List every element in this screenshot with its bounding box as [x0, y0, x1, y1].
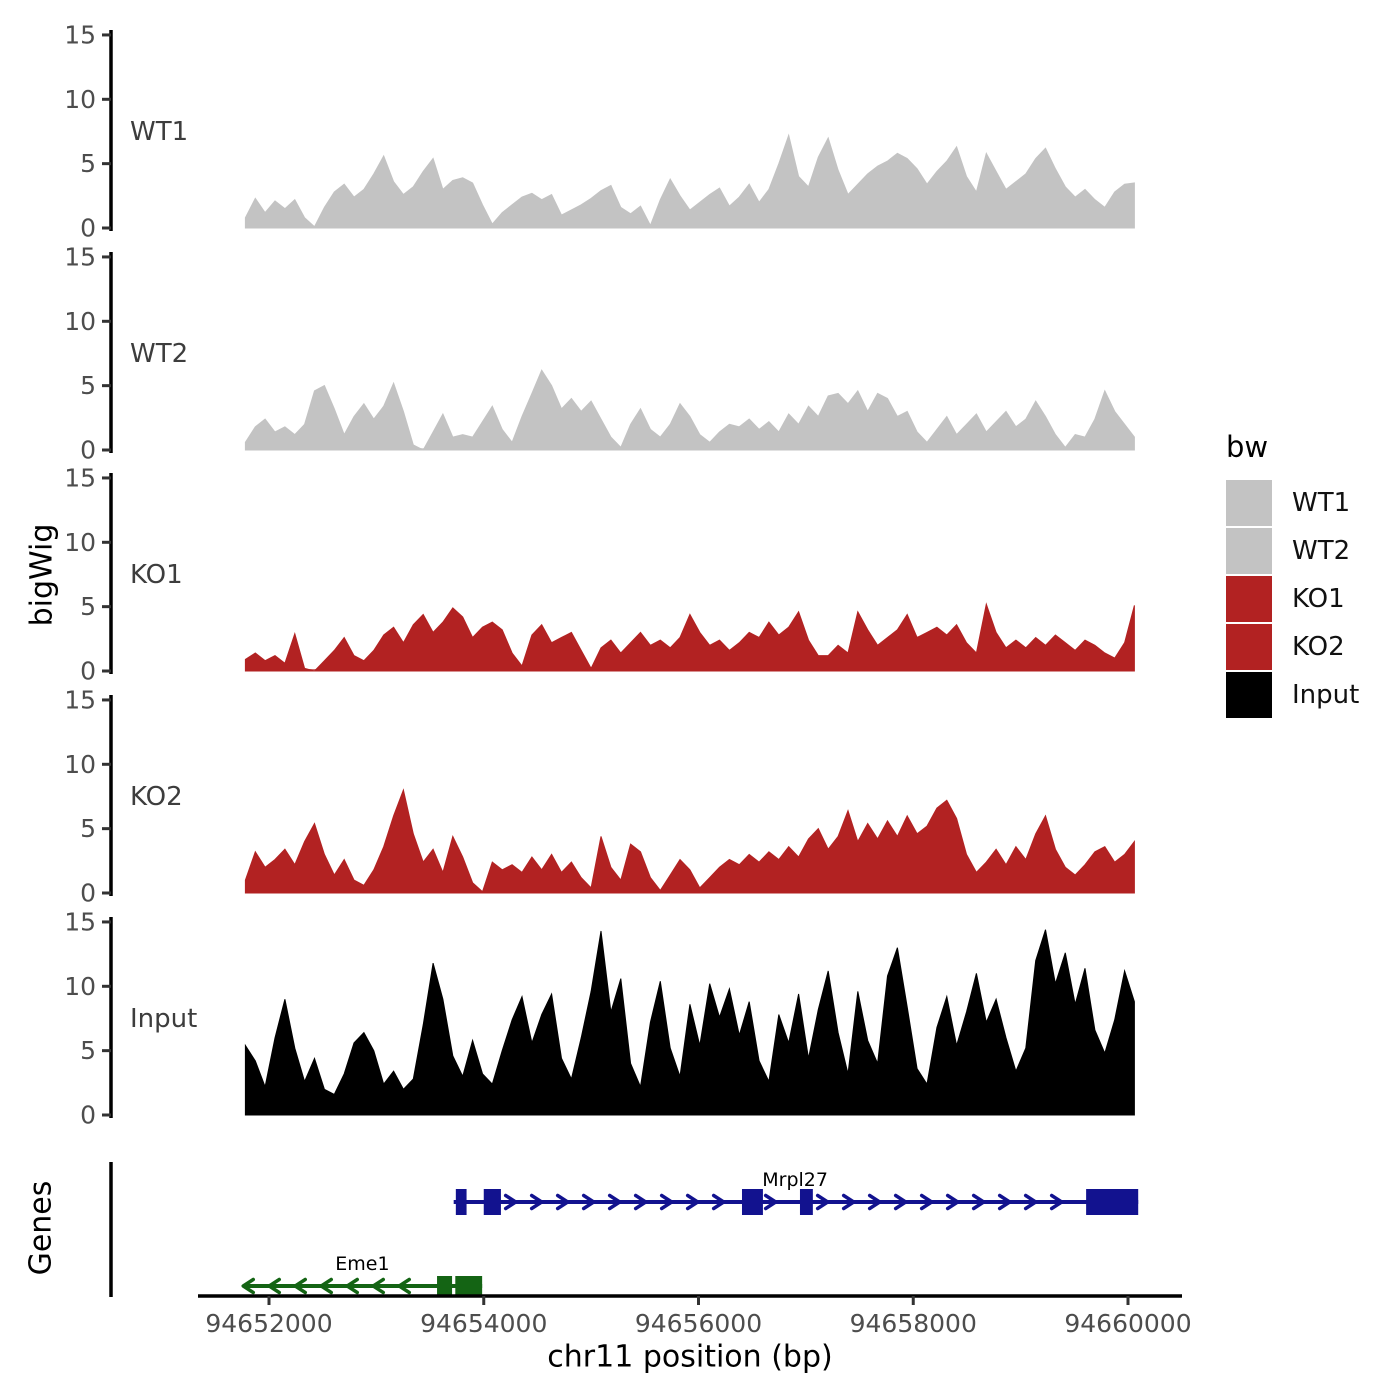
gene-strand-chevron [319, 1277, 333, 1295]
gene-strand-chevron [919, 1193, 934, 1211]
gene-strand-chevron [971, 1193, 986, 1211]
y-tick-label-Input: 5 [80, 1036, 96, 1065]
gene-label-Eme1: Eme1 [335, 1253, 389, 1275]
gene-strand-chevron [1049, 1193, 1064, 1211]
gene-strand-chevron [371, 1277, 385, 1295]
y-tick-label-KO2: 0 [80, 879, 96, 908]
gene-strand-chevron [711, 1193, 726, 1211]
gene-strand-chevron [633, 1193, 648, 1211]
track-label-WT1: WT1 [130, 117, 188, 147]
gene-strand-chevron [555, 1193, 570, 1211]
gene-strand-chevron [267, 1277, 281, 1295]
gene-strand-chevron [1023, 1193, 1038, 1211]
gene-exon-Mrpl27 [1086, 1189, 1139, 1215]
gene-strand-chevron [893, 1193, 908, 1211]
gene-strand-chevron [529, 1193, 544, 1211]
gene-strand-chevron [815, 1193, 830, 1211]
gene-exon-Mrpl27 [799, 1189, 813, 1215]
y-tick-label-KO2: 15 [64, 685, 96, 714]
legend: bw WT1 WT2 KO1 KO2 Input [1226, 430, 1359, 720]
legend-label-KO2: KO2 [1292, 632, 1345, 662]
legend-label-KO1: KO1 [1292, 584, 1345, 614]
gene-strand-chevron [293, 1277, 307, 1295]
y-tick-label-WT1: 10 [64, 85, 96, 114]
track-label-Input: Input [130, 1004, 197, 1034]
track-label-WT2: WT2 [130, 339, 188, 369]
y-tick-label-KO2: 5 [80, 814, 96, 843]
x-tick-label: 94652000 [205, 1309, 332, 1338]
legend-item-Input: Input [1226, 672, 1359, 718]
gene-strand-chevron [345, 1277, 359, 1295]
legend-swatch-KO1 [1226, 576, 1272, 622]
x-tick-label: 94658000 [850, 1309, 977, 1338]
x-tick-label: 94656000 [635, 1309, 762, 1338]
y-tick-label-Input: 10 [64, 972, 96, 1001]
gene-strand-chevron [685, 1193, 700, 1211]
y-tick-label-WT1: 5 [80, 149, 96, 178]
gene-exon-Mrpl27 [455, 1189, 467, 1215]
gene-strand-chevron [997, 1193, 1012, 1211]
track-area-WT2 [244, 369, 1135, 451]
legend-label-WT1: WT1 [1292, 488, 1351, 518]
gene-strand-chevron [659, 1193, 674, 1211]
gene-strand-chevron [607, 1193, 622, 1211]
y-tick-label-WT1: 0 [80, 214, 96, 243]
y-tick-label-Input: 0 [80, 1101, 96, 1130]
gene-strand-chevron [763, 1193, 778, 1211]
legend-label-Input: Input [1292, 680, 1360, 710]
legend-swatch-WT2 [1226, 528, 1272, 574]
x-tick-label: 94660000 [1064, 1309, 1191, 1338]
y-tick-label-KO1: 0 [80, 657, 96, 686]
gene-strand-chevron [581, 1193, 596, 1211]
legend-swatch-KO2 [1226, 624, 1272, 670]
y-tick-label-KO1: 15 [64, 463, 96, 492]
gene-strand-chevron [397, 1277, 411, 1295]
gene-strand-chevron [503, 1193, 518, 1211]
y-tick-label-WT2: 15 [64, 242, 96, 271]
gene-exon-Eme1 [437, 1276, 453, 1296]
x-axis-title: chr11 position (bp) [547, 1339, 833, 1375]
legend-title: bw [1226, 430, 1269, 464]
track-area-Input [244, 929, 1135, 1116]
y-tick-label-WT2: 0 [80, 436, 96, 465]
y-tick-label-WT1: 15 [64, 20, 96, 49]
y-tick-label-WT2: 5 [80, 371, 96, 400]
track-area-KO2 [244, 788, 1135, 894]
y-tick-label-WT2: 10 [64, 307, 96, 336]
y-tick-label-Input: 15 [64, 907, 96, 936]
y-tick-label-KO1: 10 [64, 528, 96, 557]
y-tick-label-KO2: 10 [64, 750, 96, 779]
track-label-KO2: KO2 [130, 782, 183, 812]
legend-item-WT1: WT1 [1226, 480, 1359, 526]
legend-label-WT2: WT2 [1292, 536, 1351, 566]
legend-items: WT1 WT2 KO1 KO2 Input [1226, 480, 1359, 718]
gene-strand-chevron [241, 1277, 255, 1295]
gene-strand-chevron [841, 1193, 856, 1211]
track-area-KO1 [244, 602, 1135, 672]
track-label-KO1: KO1 [130, 560, 183, 590]
legend-item-WT2: WT2 [1226, 528, 1359, 574]
gene-strand-chevron [945, 1193, 960, 1211]
legend-item-KO2: KO2 [1226, 624, 1359, 670]
legend-swatch-WT1 [1226, 480, 1272, 526]
x-tick-label: 94654000 [420, 1309, 547, 1338]
legend-item-KO1: KO1 [1226, 576, 1359, 622]
legend-swatch-Input [1226, 672, 1272, 718]
track-area-WT1 [244, 133, 1135, 229]
gene-exon-Mrpl27 [483, 1189, 501, 1215]
gene-strand-chevron [867, 1193, 882, 1211]
y-tick-label-KO1: 5 [80, 592, 96, 621]
gene-exon-Mrpl27 [741, 1189, 763, 1215]
gene-exon-Eme1 [455, 1276, 483, 1296]
gene-label-Mrpl27: Mrpl27 [762, 1169, 828, 1191]
